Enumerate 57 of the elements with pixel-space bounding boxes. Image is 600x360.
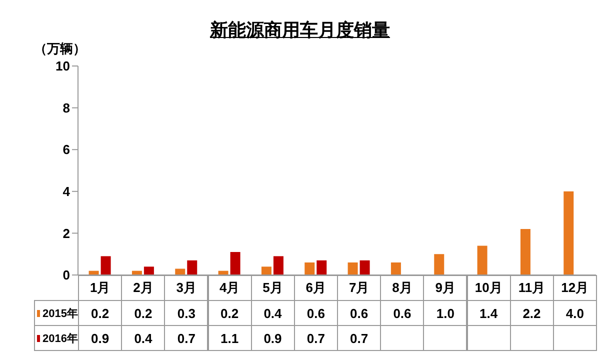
- bar: [187, 260, 198, 275]
- x-tick-label: 8月: [380, 275, 424, 301]
- data-label: 1.4: [466, 300, 511, 326]
- x-tick-label: 3月: [164, 275, 208, 301]
- x-tick-label: 5月: [250, 275, 295, 301]
- data-label: 0.9: [250, 325, 295, 351]
- y-tick-label: 8: [62, 100, 70, 116]
- legend-label: 2015年: [34, 300, 79, 326]
- data-label: 0.9: [78, 325, 122, 351]
- data-label: 0.2: [121, 300, 166, 326]
- bar: [564, 191, 574, 275]
- bar: [390, 262, 401, 275]
- bar: [348, 262, 358, 275]
- bar: [304, 262, 315, 275]
- bar: [144, 266, 154, 275]
- chart-title: 新能源商用车月度销量: [208, 19, 391, 42]
- bar: [100, 256, 111, 275]
- y-tick-label: 6: [62, 142, 70, 158]
- data-label: 0.2: [78, 300, 122, 326]
- x-tick-label: 2月: [121, 275, 166, 301]
- x-tick-label: 4月: [208, 275, 252, 301]
- data-label: 1.1: [208, 325, 252, 351]
- bar: [360, 260, 370, 275]
- bar: [261, 266, 272, 275]
- bar: [316, 260, 327, 275]
- y-tick-label: 2: [62, 226, 70, 241]
- bar: [273, 256, 284, 275]
- x-tick-label: 11月: [510, 275, 554, 301]
- y-tick-label: 10: [56, 58, 70, 74]
- y-axis-title: （万辆）: [34, 40, 86, 58]
- bar: [477, 246, 488, 275]
- data-label: 0.4: [250, 300, 295, 326]
- data-label: 4.0: [552, 300, 597, 326]
- data-label: 0.2: [208, 300, 252, 326]
- bar: [230, 252, 240, 275]
- data-label: 0.4: [121, 325, 166, 351]
- bar: [175, 268, 186, 275]
- bar: [520, 229, 530, 275]
- x-tick-label: 7月: [337, 275, 382, 301]
- data-label: 0.7: [294, 325, 338, 351]
- data-label: 0.6: [380, 300, 424, 326]
- y-tick-label: 0: [62, 268, 70, 283]
- x-tick-label: 6月: [294, 275, 338, 301]
- x-tick-label: 12月: [552, 275, 597, 301]
- data-label: 2.2: [510, 300, 554, 326]
- data-label: 1.0: [423, 300, 468, 326]
- x-tick-label: 9月: [423, 275, 468, 301]
- y-tick-label: 4: [62, 184, 71, 200]
- bar: [434, 254, 444, 275]
- data-label: 0.7: [337, 325, 382, 351]
- data-label: 0.7: [164, 325, 208, 351]
- x-tick-label: 10月: [466, 275, 511, 301]
- data-label: 0.3: [164, 300, 208, 326]
- data-label: 0.6: [337, 300, 382, 326]
- legend-label: 2016年: [34, 325, 79, 351]
- x-tick-label: 1月: [78, 275, 122, 301]
- data-label: 0.6: [294, 300, 338, 326]
